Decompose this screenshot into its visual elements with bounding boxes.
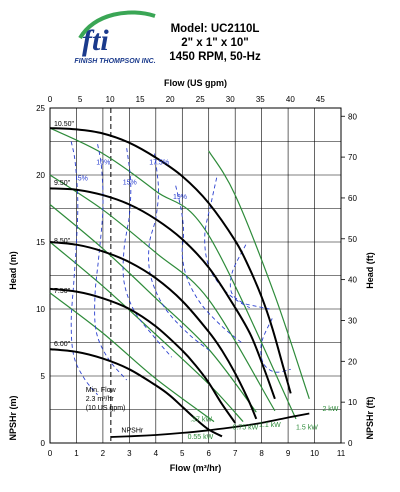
x-axis-title: Flow (m³/hr) xyxy=(170,463,222,473)
logo-letters: fti xyxy=(82,24,109,57)
power-curve-055kW xyxy=(49,241,244,423)
top-tick-label: 30 xyxy=(226,95,235,104)
y-tick-label: 15 xyxy=(36,238,45,247)
y2-tick-label: 20 xyxy=(348,357,357,366)
y2-tick-label: 30 xyxy=(348,316,357,325)
top-tick-label: 20 xyxy=(166,95,175,104)
efficiency-label: 19% xyxy=(173,194,187,201)
y2-tick-label: 60 xyxy=(348,194,357,203)
y2-tick-label: 80 xyxy=(348,112,357,121)
power-curve-075kW xyxy=(49,204,257,413)
y-tick-label: 10 xyxy=(36,305,45,314)
x-tick-label: 7 xyxy=(233,449,238,458)
head-curve xyxy=(49,127,292,394)
x-tick-label: 8 xyxy=(259,449,264,458)
efficiency-curve xyxy=(204,177,250,309)
impeller-label: 10.50" xyxy=(54,121,75,128)
chart-header: fti FINISH THOMPSON INC. Model: UC2110L … xyxy=(0,0,400,80)
x-tick-label: 0 xyxy=(48,449,53,458)
x-tick-label: 1 xyxy=(74,449,79,458)
efficiency-curve xyxy=(229,244,270,310)
power-label: .37 kW xyxy=(190,417,212,424)
min-flow-note: Min. Flow xyxy=(86,387,117,394)
head-curve xyxy=(49,241,258,420)
x-tick-label: 9 xyxy=(286,449,291,458)
y2-axis-title: Head (ft) xyxy=(365,252,375,289)
x-tick-label: 5 xyxy=(180,449,185,458)
power-label: 1.1 kW xyxy=(259,422,281,429)
company-logo: fti FINISH THOMPSON INC. xyxy=(60,8,170,68)
y-tick-label: 25 xyxy=(36,104,45,113)
efficiency-label: 15% xyxy=(123,179,137,186)
y-axis-title: Head (m) xyxy=(8,251,18,290)
top-tick-label: 15 xyxy=(136,95,145,104)
y2-tick-label: 70 xyxy=(348,153,357,162)
x-tick-label: 3 xyxy=(127,449,132,458)
efficiency-curve xyxy=(260,318,291,373)
impeller-label: 9.50" xyxy=(54,180,71,187)
x-tick-label: 4 xyxy=(154,449,159,458)
efficiency-curve xyxy=(175,185,244,345)
power-curve-11kW xyxy=(49,174,276,412)
y-tick-label: 20 xyxy=(36,171,45,180)
y2-tick-label: 50 xyxy=(348,235,357,244)
y2-tick-label: 40 xyxy=(348,276,357,285)
top-tick-label: 45 xyxy=(316,95,325,104)
efficiency-label: 5% xyxy=(78,175,88,182)
impeller-label: 7.50" xyxy=(54,288,71,295)
top-axis-title: Flow (US gpm) xyxy=(164,78,227,88)
min-flow-note: (10 US gpm) xyxy=(86,405,126,412)
top-tick-label: 0 xyxy=(48,95,53,104)
npshr-label: NPSHr xyxy=(121,427,143,434)
chart-titles: Model: UC2110L 2" x 1" x 10" 1450 RPM, 5… xyxy=(140,22,290,64)
top-tick-label: 35 xyxy=(256,95,265,104)
y2-npshr-title: NPSHr (ft) xyxy=(365,397,375,440)
efficiency-curve xyxy=(70,141,98,396)
efficiency-label: 10% xyxy=(96,159,110,166)
y-npshr-title: NPSHr (m) xyxy=(8,395,18,440)
power-label: 1.5 kW xyxy=(296,425,318,432)
top-tick-label: 10 xyxy=(106,95,115,104)
x-tick-label: 2 xyxy=(101,449,106,458)
model-title: Model: UC2110L xyxy=(170,23,260,35)
y-tick-label: 5 xyxy=(41,372,46,381)
impeller-label: 8.50" xyxy=(54,238,71,245)
head-curve xyxy=(49,187,276,400)
npshr-curve xyxy=(110,412,310,438)
min-flow-note: 2.3 m³/hr xyxy=(86,396,115,403)
x-tick-label: 10 xyxy=(310,449,319,458)
x-tick-label: 11 xyxy=(337,449,346,458)
top-tick-label: 5 xyxy=(78,95,83,104)
speed-title: 1450 RPM, 50-Hz xyxy=(169,51,261,63)
efficiency-curve xyxy=(148,153,212,353)
power-curve-37kW xyxy=(49,292,215,423)
power-label: 0.75 kW xyxy=(233,425,259,432)
logo-mark-icon: fti xyxy=(78,10,156,57)
power-curve-2kW xyxy=(208,150,310,399)
plot-frame xyxy=(49,107,342,444)
head-curve xyxy=(49,287,237,424)
y-tick-label: 0 xyxy=(41,439,46,448)
top-tick-label: 40 xyxy=(286,95,295,104)
head-curve xyxy=(49,348,223,438)
impeller-label: 6.00" xyxy=(54,341,71,348)
top-tick-label: 25 xyxy=(196,95,205,104)
power-label: 2 kW xyxy=(322,406,338,413)
efficiency-label: 17.5% xyxy=(149,159,169,166)
y2-tick-label: 10 xyxy=(348,398,357,407)
size-title: 2" x 1" x 10" xyxy=(181,37,249,49)
x-tick-label: 6 xyxy=(207,449,212,458)
power-curve-15kW xyxy=(49,127,297,420)
power-label: 0.55 kW xyxy=(188,434,214,441)
y2-tick-label: 0 xyxy=(348,439,353,448)
efficiency-curve xyxy=(122,148,173,358)
company-name: FINISH THOMPSON INC. xyxy=(74,58,156,65)
